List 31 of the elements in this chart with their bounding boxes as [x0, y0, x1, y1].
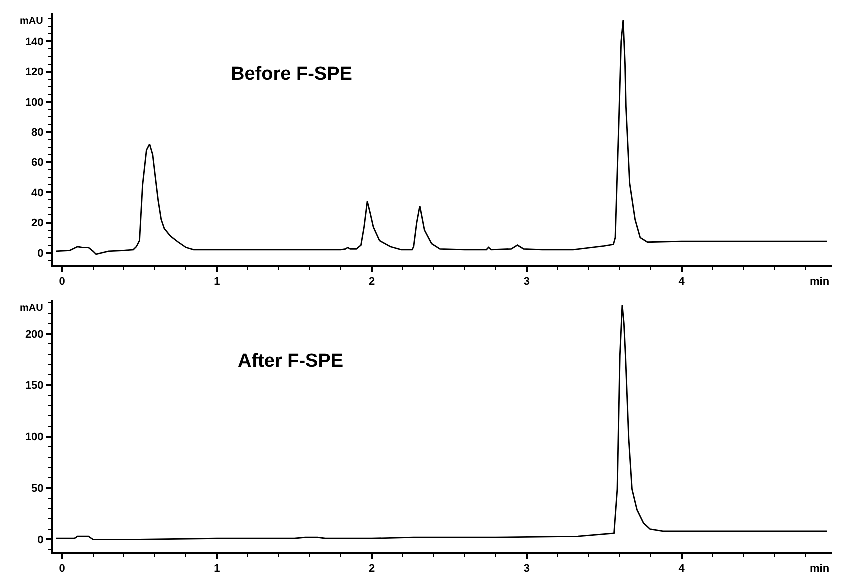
x-tick-label: 2 [368, 563, 376, 574]
y-tick-label: 200 [25, 328, 44, 341]
y-tick-label: 20 [32, 218, 44, 230]
y-axis-title: mAU [20, 16, 44, 27]
x-tick-label: 4 [678, 276, 686, 288]
y-axis-title: mAU [20, 303, 44, 314]
y-tick-label: 0 [38, 248, 44, 260]
line-series [55, 304, 828, 540]
y-tick-label: 100 [25, 432, 44, 444]
x-tick-label: 3 [524, 276, 530, 288]
y-tick-label: 100 [25, 96, 44, 109]
y-tick-label: 80 [32, 127, 44, 140]
y-tick-label: 40 [32, 187, 44, 200]
x-tick-label: 1 [214, 276, 220, 288]
x-tick-label: 0 [59, 563, 66, 574]
y-tick-label: 140 [25, 36, 44, 49]
y-tick-label: 0 [38, 534, 44, 547]
x-tick-label: 3 [524, 563, 530, 574]
x-axis-title: min [810, 276, 830, 288]
y-tick-label: 60 [32, 157, 44, 170]
y-tick-label: 150 [25, 380, 44, 392]
x-tick-label: 1 [214, 563, 220, 574]
annotation: After F-SPE [238, 351, 344, 372]
x-tick-label: 4 [678, 563, 686, 574]
x-axis-title: min [810, 563, 830, 574]
x-tick-label: 2 [368, 276, 376, 288]
line-series [55, 20, 828, 256]
annotation: Before F-SPE [231, 64, 352, 85]
x-tick-label: 0 [59, 276, 66, 288]
y-tick-label: 120 [25, 66, 44, 79]
y-tick-label: 50 [32, 483, 44, 496]
